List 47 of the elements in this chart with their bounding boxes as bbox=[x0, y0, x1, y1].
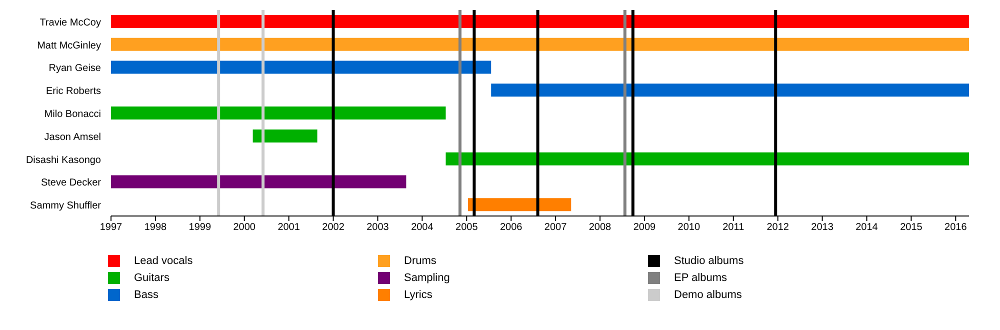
x-tick-label: 2009 bbox=[633, 222, 656, 234]
x-tick-label: 2016 bbox=[944, 222, 968, 234]
bar bbox=[111, 38, 969, 51]
x-tick-label: 1997 bbox=[100, 222, 123, 234]
legend-label: Drums bbox=[404, 254, 436, 266]
bar bbox=[252, 129, 318, 142]
y-tick-label: Disashi Kasongo bbox=[26, 154, 102, 166]
legend-label: Studio albums bbox=[674, 254, 744, 266]
bar bbox=[446, 152, 969, 166]
x-tick-label: 2003 bbox=[366, 222, 390, 234]
legend-label: Sampling bbox=[404, 272, 450, 284]
y-tick-label: Milo Bonacci bbox=[44, 109, 101, 120]
x-tick-label: 1999 bbox=[188, 222, 212, 234]
x-tick-label: 2005 bbox=[456, 222, 478, 234]
y-tick-label: Matt McGinley bbox=[37, 40, 101, 52]
bar bbox=[468, 198, 572, 212]
x-tick-label: 2010 bbox=[678, 222, 700, 234]
x-tick-label: 2013 bbox=[811, 222, 834, 234]
legend-label: Lyrics bbox=[404, 288, 432, 300]
x-tick-label: 2001 bbox=[278, 222, 300, 234]
x-tick-label: 2002 bbox=[322, 222, 345, 234]
x-tick-label: 2000 bbox=[233, 222, 256, 234]
bar bbox=[111, 106, 446, 120]
legend-label: Demo albums bbox=[674, 288, 742, 300]
y-tick-label: Travie McCoy bbox=[40, 17, 101, 28]
x-tick-label: 2012 bbox=[766, 222, 790, 234]
legend-label: Guitars bbox=[134, 272, 170, 284]
y-tick-label: Jason Amsel bbox=[44, 132, 101, 143]
bar bbox=[111, 60, 492, 74]
x-tick-label: 2014 bbox=[856, 222, 878, 234]
x-tick-label: 2007 bbox=[544, 222, 568, 234]
bar bbox=[491, 84, 969, 97]
y-tick-label: Sammy Shuffler bbox=[30, 200, 102, 212]
y-tick-label: Eric Roberts bbox=[46, 86, 101, 98]
legend-label: EP albums bbox=[674, 272, 727, 284]
x-tick-label: 2015 bbox=[900, 222, 923, 234]
legend-label: Bass bbox=[134, 288, 158, 300]
x-tick-label: 2011 bbox=[722, 222, 745, 234]
x-tick-label: 1998 bbox=[144, 222, 168, 234]
x-tick-label: 2006 bbox=[500, 222, 523, 234]
y-tick-label: Steve Decker bbox=[40, 178, 102, 189]
legend-label: Lead vocals bbox=[134, 254, 193, 266]
x-tick-label: 2004 bbox=[411, 222, 434, 234]
bar bbox=[111, 175, 406, 188]
y-tick-label: Ryan Geise bbox=[48, 63, 102, 74]
x-tick-label: 2008 bbox=[588, 222, 612, 234]
bar bbox=[111, 15, 969, 28]
